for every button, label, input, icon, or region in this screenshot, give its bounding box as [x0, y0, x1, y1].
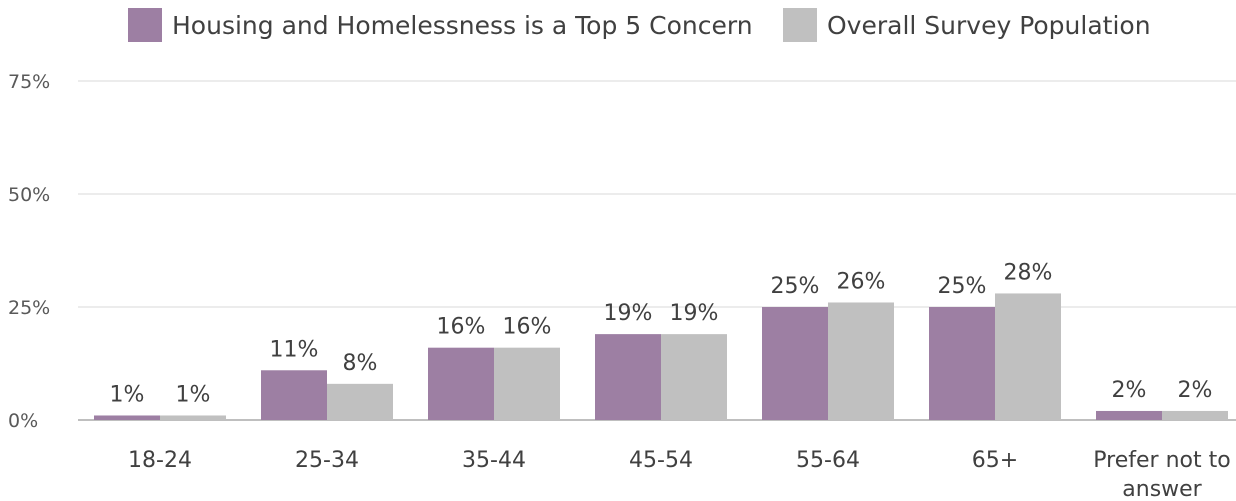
bar-housing-6 [1096, 410, 1162, 420]
bar-overall-4 [828, 302, 894, 420]
bar-overall-1 [327, 383, 393, 420]
x-tick-label: 35-44 [462, 448, 526, 473]
bar-housing-4 [762, 307, 828, 420]
y-tick-label: 0% [8, 410, 38, 432]
data-label: 16% [437, 315, 486, 340]
x-tick-label: 25-34 [295, 448, 359, 473]
y-tick-label: 75% [8, 71, 50, 93]
legend-swatch-housing [128, 8, 162, 42]
legend-label-overall: Overall Survey Population [827, 10, 1151, 40]
x-tick-label: 45-54 [629, 448, 693, 473]
bar-housing-1 [261, 370, 327, 420]
bar-housing-2 [428, 347, 494, 420]
bar-overall-3 [661, 334, 727, 420]
y-tick-label: 25% [8, 297, 50, 319]
data-label: 2% [1178, 378, 1213, 403]
bar-overall-0 [160, 415, 226, 420]
data-label: 25% [771, 274, 820, 299]
x-tick-label: 18-24 [128, 448, 192, 473]
data-label: 28% [1004, 260, 1053, 285]
data-label: 2% [1112, 378, 1147, 403]
data-label: 1% [176, 382, 211, 407]
y-tick-label: 50% [8, 184, 50, 206]
bar-housing-0 [94, 415, 160, 420]
data-label: 19% [670, 301, 719, 326]
data-label: 11% [270, 337, 319, 362]
data-label: 16% [503, 315, 552, 340]
data-label: 26% [837, 269, 886, 294]
bar-housing-5 [929, 307, 995, 420]
bar-overall-5 [995, 293, 1061, 420]
x-tick-label: Prefer not to answer [1093, 448, 1230, 501]
legend-item-overall: Overall Survey Population [783, 8, 1151, 42]
x-tick-label: 55-64 [796, 448, 860, 473]
chart-legend: Housing and Homelessness is a Top 5 Conc… [0, 8, 1236, 48]
data-label: 25% [938, 274, 987, 299]
legend-swatch-overall [783, 8, 817, 42]
bar-overall-2 [494, 347, 560, 420]
legend-item-housing: Housing and Homelessness is a Top 5 Conc… [128, 8, 753, 42]
bar-housing-3 [595, 334, 661, 420]
x-tick-label: 65+ [972, 448, 1018, 473]
legend-label-housing: Housing and Homelessness is a Top 5 Conc… [172, 10, 753, 40]
bar-overall-6 [1162, 410, 1228, 420]
data-label: 1% [110, 382, 145, 407]
data-label: 8% [343, 351, 378, 376]
data-label: 19% [604, 301, 653, 326]
